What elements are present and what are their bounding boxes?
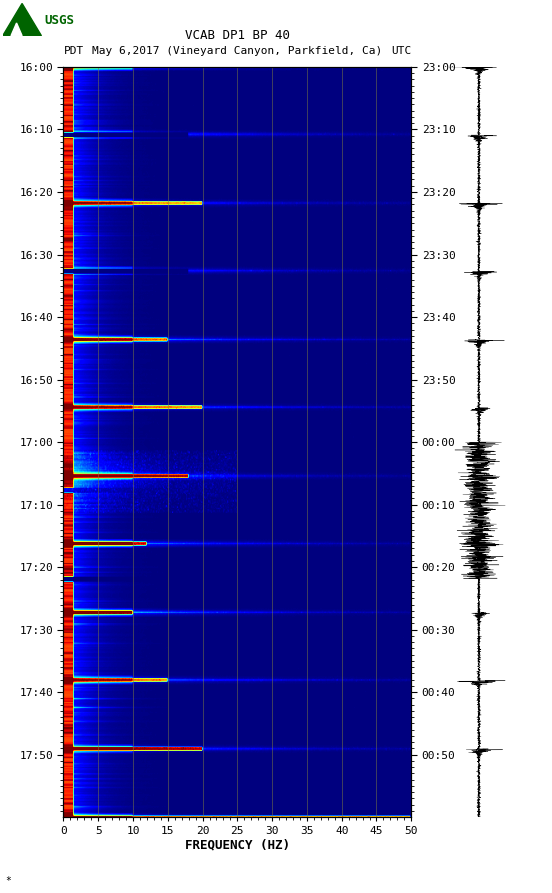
Text: USGS: USGS: [44, 14, 74, 27]
Text: UTC: UTC: [391, 46, 411, 56]
Text: *: *: [6, 876, 12, 886]
Polygon shape: [3, 4, 41, 36]
Text: PDT: PDT: [63, 46, 84, 56]
Text: VCAB DP1 BP 40: VCAB DP1 BP 40: [185, 29, 290, 42]
Polygon shape: [11, 23, 22, 36]
Text: May 6,2017 (Vineyard Canyon, Parkfield, Ca): May 6,2017 (Vineyard Canyon, Parkfield, …: [92, 46, 383, 56]
X-axis label: FREQUENCY (HZ): FREQUENCY (HZ): [185, 839, 290, 852]
